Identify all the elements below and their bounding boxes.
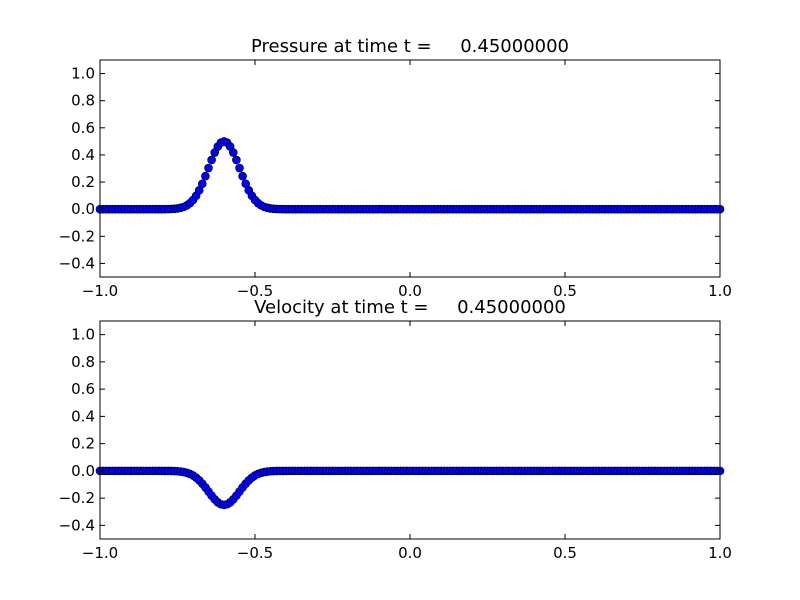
pressure-y-tick-label: −0.4: [59, 254, 95, 272]
pressure-y-tick-label: 0.8: [71, 92, 95, 110]
velocity-x-tick-label: −1.0: [82, 544, 118, 562]
pressure-y-tick-label: 0.0: [71, 200, 95, 218]
pressure-y-tick-label: −0.2: [59, 227, 95, 245]
pressure-points: [95, 137, 725, 214]
velocity-panel: Velocity at time t = 0.45000000 −1.0 −0.5…: [59, 297, 732, 562]
pressure-y-tick-label: 1.0: [71, 65, 95, 83]
velocity-x-tick-label: 0.0: [398, 544, 422, 562]
pressure-x-tick-label: 0.5: [553, 282, 577, 300]
pressure-data-point: [204, 163, 213, 173]
velocity-y-tick-label: 0.2: [71, 435, 95, 453]
pressure-axes-frame: [99, 59, 721, 278]
velocity-y-tick-label: 0.6: [71, 380, 95, 398]
pressure-title: Pressure at time t = 0.45000000: [251, 36, 569, 57]
pressure-data-point: [201, 171, 210, 181]
pressure-data-point: [238, 171, 247, 181]
velocity-y-tick-label: −0.4: [59, 516, 95, 534]
velocity-y-tick-label: 0.0: [71, 462, 95, 480]
pressure-data-point: [229, 148, 238, 157]
velocity-ticks: −1.0 −0.5 0.0 0.5 1.0 −0.4 −0.2 0.0 0.2 0.4 0.6 0.8…: [59, 321, 732, 562]
velocity-x-tick-label: 1.0: [708, 544, 732, 562]
velocity-axes-frame: [99, 320, 721, 540]
pressure-data-point: [207, 155, 216, 165]
velocity-points: [95, 466, 725, 510]
velocity-y-tick-label: 0.8: [71, 353, 95, 371]
pressure-x-tick-label: −0.5: [237, 282, 273, 300]
velocity-y-tick-label: 1.0: [71, 326, 95, 344]
pressure-x-tick-label: 1.0: [708, 282, 732, 300]
velocity-x-tick-label: −0.5: [237, 544, 273, 562]
pressure-data-point: [235, 163, 244, 173]
pressure-data-point: [198, 179, 207, 189]
velocity-y-tick-label: −0.2: [59, 489, 95, 507]
pressure-x-tick-label: −1.0: [82, 282, 118, 300]
pressure-x-tick-label: 0.0: [398, 282, 422, 300]
pressure-y-tick-label: 0.2: [71, 173, 95, 191]
pressure-panel: Pressure at time t = 0.45000000 −1.0 −0.5…: [59, 36, 732, 300]
velocity-y-tick-label: 0.4: [71, 407, 95, 425]
pressure-y-tick-label: 0.4: [71, 146, 95, 164]
pressure-data-point: [232, 155, 241, 165]
velocity-x-tick-label: 0.5: [553, 544, 577, 562]
pressure-ticks: −1.0 −0.5 0.0 0.5 1.0 −0.4 −0.2 0.0 0.2 0.4 0.6 0.8…: [59, 60, 732, 300]
pressure-y-tick-label: 0.6: [71, 119, 95, 137]
velocity-title: Velocity at time t = 0.45000000: [254, 297, 566, 318]
